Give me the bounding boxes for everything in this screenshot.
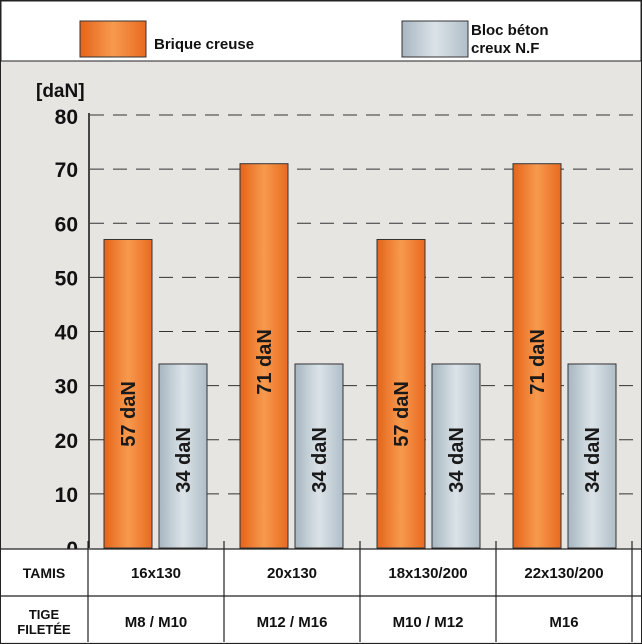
- y-tick-label: 70: [55, 159, 78, 182]
- y-axis-unit-label: [daN]: [36, 81, 85, 102]
- y-tick-label: 10: [55, 484, 78, 507]
- y-tick-label: 50: [55, 267, 78, 290]
- table-cell: M12 / M16: [257, 614, 328, 631]
- bar-bloc: [431, 363, 481, 549]
- table-cell: M8 / M10: [125, 614, 188, 631]
- bar-bloc: [294, 363, 344, 549]
- bars: 57 daN 71 daN 57 daN 71 daN 34 daN 34 daN 34 d…: [103, 163, 617, 549]
- table-row-header: FILETÉE: [17, 622, 71, 637]
- legend-label-bloc: Bloc béton creux N.F: [471, 22, 553, 57]
- bar-label-bloc: 34 daN: [309, 427, 331, 493]
- table-cell: M16: [549, 614, 578, 631]
- legend-label-bloc-line1: Bloc béton: [471, 22, 549, 39]
- bar-brique: [239, 163, 289, 549]
- bar-bloc: [567, 363, 617, 549]
- y-tick-label: 20: [55, 430, 78, 453]
- bar-label-brique: 71 daN: [527, 329, 549, 395]
- data-table: TAMIS 16x130 20x130 18x130/200 22x130/200 TIG…: [1, 541, 641, 642]
- legend-label-brique: Brique creuse: [154, 36, 254, 53]
- legend-swatch-brique: [79, 20, 147, 58]
- y-tick-label: 40: [55, 322, 78, 345]
- y-tick-label: 80: [55, 106, 78, 129]
- legend-label-bloc-line2: creux N.F: [471, 40, 539, 57]
- bar-brique: [103, 238, 153, 549]
- table-cell: 16x130: [131, 565, 181, 582]
- bar-bloc: [158, 363, 208, 549]
- bar-label-bloc: 34 daN: [173, 427, 195, 493]
- bar-label-bloc: 34 daN: [582, 427, 604, 493]
- bar-label-bloc: 34 daN: [446, 427, 468, 493]
- bar-brique: [512, 163, 562, 549]
- bar-brique: [376, 238, 426, 549]
- table-cell: 20x130: [267, 565, 317, 582]
- y-tick-label: 60: [55, 213, 78, 236]
- table-row-header: TIGE: [29, 607, 60, 622]
- bar-label-brique: 57 daN: [391, 381, 413, 447]
- y-axis-ticks: 01020304050607080: [55, 106, 78, 561]
- bar-label-brique: 57 daN: [118, 381, 140, 447]
- table-row-header: TAMIS: [23, 565, 66, 581]
- table-cell: M10 / M12: [393, 614, 464, 631]
- table-cell: 18x130/200: [388, 565, 467, 582]
- bar-label-brique: 71 daN: [254, 329, 276, 395]
- table-cell: 22x130/200: [524, 565, 603, 582]
- legend-swatch-bloc: [401, 20, 469, 58]
- y-tick-label: 30: [55, 376, 78, 399]
